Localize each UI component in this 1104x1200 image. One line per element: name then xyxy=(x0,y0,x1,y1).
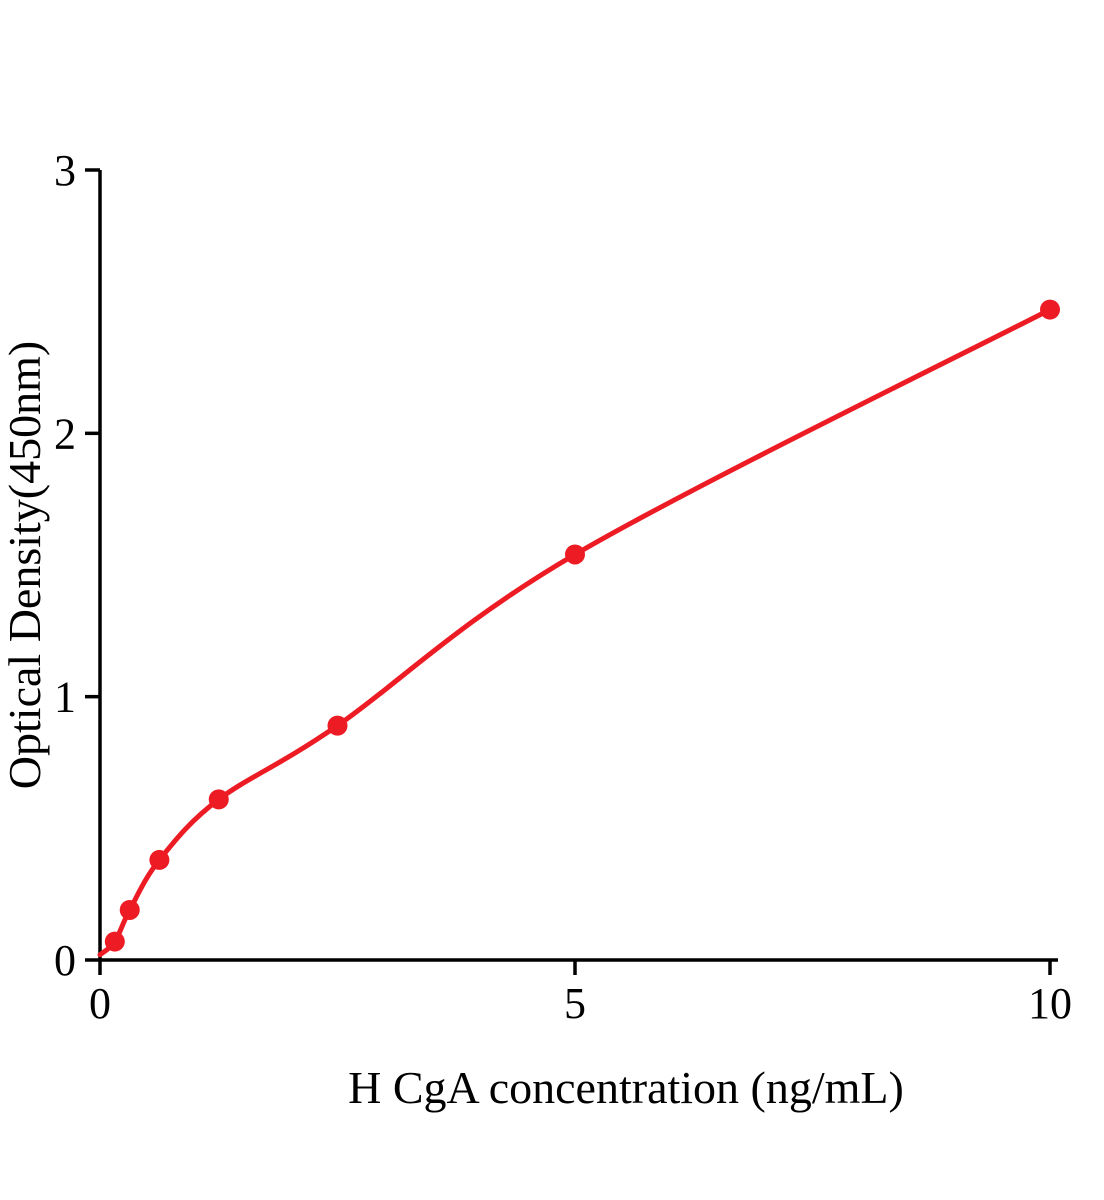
data-point xyxy=(149,849,170,870)
data-point xyxy=(327,715,348,736)
y-tick-label: 2 xyxy=(54,409,76,458)
data-point xyxy=(565,544,585,565)
data-point xyxy=(104,931,125,952)
axes xyxy=(98,170,1058,962)
fit-curve xyxy=(97,307,1053,958)
data-point xyxy=(1040,299,1060,320)
data-point xyxy=(119,899,140,920)
axis-ticks: 0 5 10 0 1 2 3 xyxy=(54,146,1072,1028)
data-point xyxy=(208,789,229,810)
x-axis-title: H CgA concentration (ng/mL) xyxy=(348,1062,904,1113)
y-tick-label: 1 xyxy=(54,673,76,722)
data-series xyxy=(97,299,1060,958)
y-tick-label: 0 xyxy=(54,936,76,985)
x-tick-label: 5 xyxy=(564,979,586,1028)
x-tick-label: 10 xyxy=(1028,979,1072,1028)
x-tick-label: 0 xyxy=(89,979,111,1028)
y-tick-label: 3 xyxy=(54,146,76,195)
y-axis-title: Optical Density(450nm) xyxy=(0,341,50,789)
